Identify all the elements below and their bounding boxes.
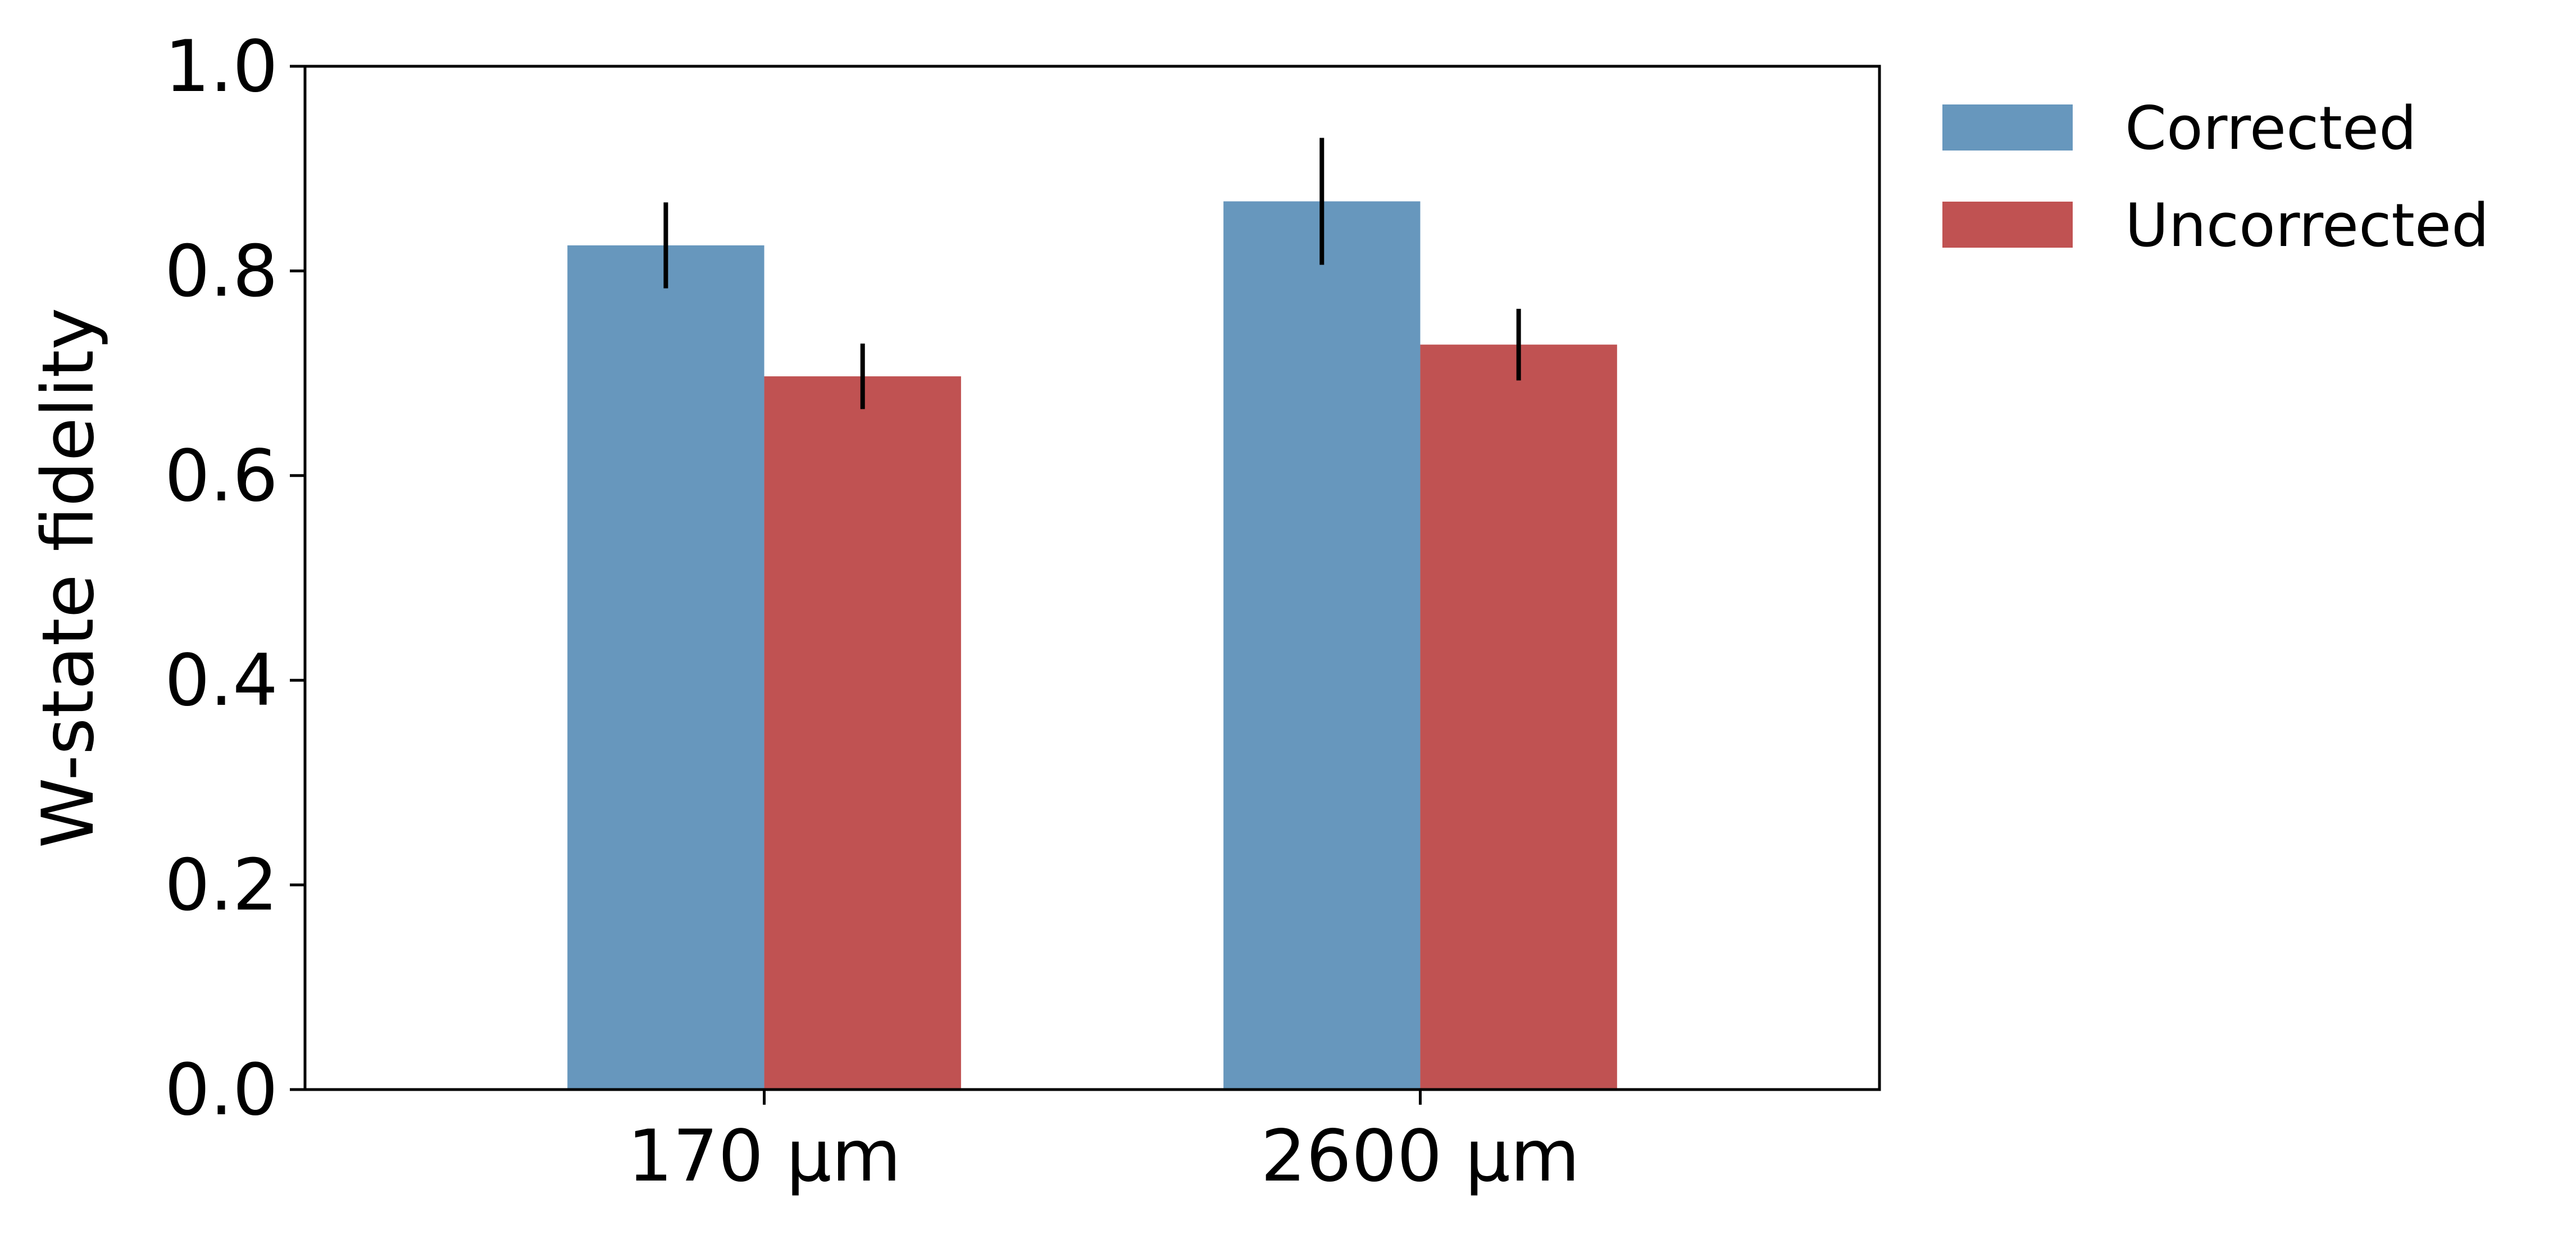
y-tick-label: 1.0 — [165, 25, 278, 108]
bar-corrected-0 — [567, 245, 764, 1090]
bars-group — [567, 201, 1617, 1090]
plot-frame — [303, 65, 1881, 1091]
error-bars-group — [663, 138, 1521, 409]
legend: Corrected Uncorrected — [1942, 94, 2489, 260]
bar-uncorrected-0 — [764, 376, 961, 1090]
x-tick-label: 2600 μm — [1260, 1114, 1580, 1197]
legend-swatch-uncorrected — [1942, 202, 2073, 248]
legend-label-uncorrected: Uncorrected — [2125, 191, 2489, 260]
y-tick-label: 0.6 — [165, 434, 278, 517]
legend-swatch-corrected — [1942, 104, 2073, 151]
y-axis-title: W-state fidelity — [26, 308, 110, 849]
x-tick-label: 170 μm — [627, 1114, 901, 1197]
y-axis-ticks: 0.0 0.2 0.4 0.6 0.8 1.0 — [165, 25, 305, 1131]
x-axis-ticks: 170 μm 2600 μm — [627, 1090, 1580, 1197]
y-tick-label: 0.4 — [165, 639, 278, 722]
legend-label-corrected: Corrected — [2125, 94, 2416, 163]
y-tick-label: 0.8 — [165, 229, 278, 312]
bar-uncorrected-1 — [1420, 344, 1617, 1090]
y-tick-label: 0.0 — [165, 1048, 278, 1131]
y-tick-label: 0.2 — [165, 844, 278, 927]
bar-corrected-1 — [1223, 201, 1421, 1090]
